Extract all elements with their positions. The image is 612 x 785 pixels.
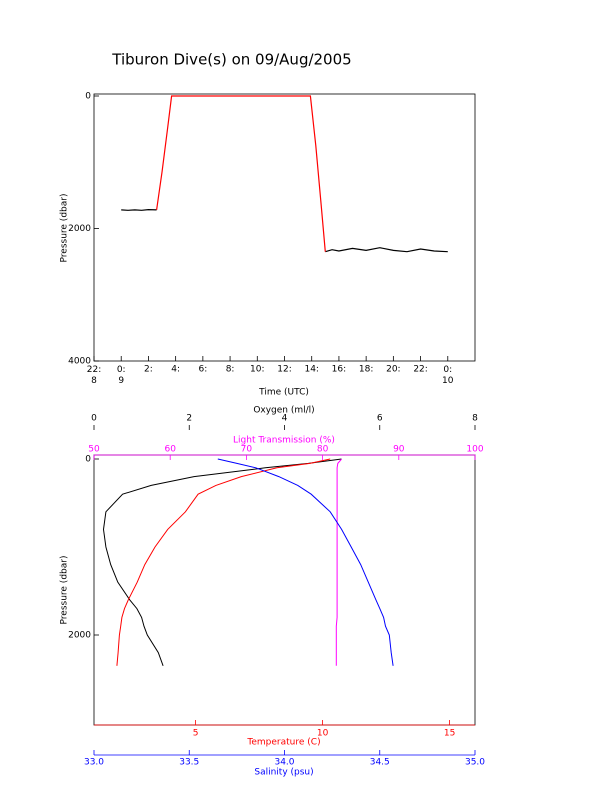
- y-axis-label: Pressure (dbar): [60, 194, 70, 263]
- x-axis-label: Salinity (psu): [254, 768, 313, 778]
- y-tick-label: 0: [85, 455, 91, 465]
- x-tick-label: 0: [91, 414, 97, 424]
- x-tick-label: 33.5: [179, 758, 199, 768]
- y-tick-label: 0: [85, 92, 91, 102]
- x-tick-label: 18:: [359, 365, 373, 375]
- x-tick-label: 20:: [386, 365, 400, 375]
- profile-line: [116, 458, 331, 666]
- x-tick-label: 15: [444, 729, 455, 739]
- profile-line: [335, 458, 342, 666]
- x-tick-label: 0: 10: [442, 365, 454, 386]
- x-tick-label: 4: [282, 414, 288, 424]
- y-tick-label: 4000: [68, 357, 91, 367]
- x-tick-label: 22:: [413, 365, 427, 375]
- x-tick-label: 10:: [250, 365, 264, 375]
- x-tick-label: 6:: [198, 365, 207, 375]
- x-tick-label: 4:: [171, 365, 180, 375]
- x-tick-label: 90: [393, 445, 405, 455]
- x-tick-label: 8: [472, 414, 478, 424]
- x-tick-label: 8:: [226, 365, 235, 375]
- x-tick-label: 70: [241, 445, 253, 455]
- series-line: [156, 95, 326, 252]
- x-tick-label: 80: [317, 445, 329, 455]
- x-axis-label: Light Transmission (%): [233, 436, 335, 446]
- x-tick-label: 10: [317, 729, 329, 739]
- x-tick-label: 34.5: [370, 758, 390, 768]
- x-tick-label: 12:: [277, 365, 291, 375]
- x-tick-label: 35.0: [465, 758, 485, 768]
- x-tick-label: 0: 9: [117, 365, 126, 386]
- x-axis-label: Time (UTC): [258, 388, 309, 398]
- y-tick-label: 2000: [68, 224, 91, 234]
- x-axis-label: Oxygen (ml/l): [253, 406, 314, 416]
- x-tick-label: 33.0: [84, 758, 104, 768]
- profile-line: [102, 458, 342, 666]
- series-line: [121, 208, 448, 253]
- x-tick-label: 14:: [304, 365, 318, 375]
- chart-title: Tiburon Dive(s) on 09/Aug/2005: [111, 51, 351, 69]
- x-tick-label: 34.0: [274, 758, 294, 768]
- x-tick-label: 2:: [144, 365, 153, 375]
- y-axis-label: Pressure (dbar): [60, 556, 70, 625]
- profile-line: [217, 458, 394, 666]
- y-tick-label: 2000: [68, 631, 91, 641]
- x-tick-label: 6: [377, 414, 383, 424]
- plot-frame: [93, 454, 476, 726]
- plot-frame: [93, 93, 476, 362]
- x-tick-label: 60: [164, 445, 176, 455]
- x-tick-label: 50: [88, 445, 100, 455]
- x-tick-label: 2: [186, 414, 192, 424]
- x-tick-label: 5: [193, 729, 199, 739]
- x-tick-label: 100: [466, 445, 483, 455]
- x-tick-label: 16:: [332, 365, 346, 375]
- x-axis-label: Temperature (C): [246, 738, 320, 748]
- x-tick-label: 22: 8: [87, 365, 101, 386]
